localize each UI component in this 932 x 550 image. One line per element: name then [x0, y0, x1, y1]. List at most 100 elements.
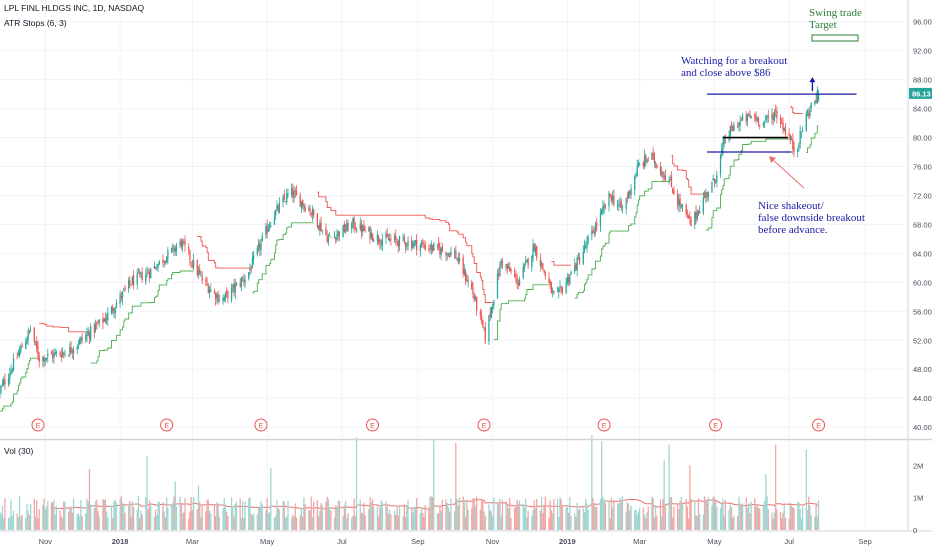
candle-body	[112, 307, 114, 312]
volume-bar	[805, 449, 807, 530]
volume-bar	[806, 510, 809, 530]
candle-body	[619, 201, 621, 204]
volume-bar	[226, 511, 228, 530]
earnings-marker-label: E	[482, 423, 487, 430]
candle-body	[738, 123, 740, 126]
candle-body	[703, 195, 706, 198]
candle-body	[646, 159, 648, 163]
candle-body	[776, 110, 778, 118]
candle-body	[788, 133, 790, 136]
candle-body	[610, 195, 613, 202]
candle-body	[136, 273, 138, 285]
candle-body	[506, 264, 508, 269]
volume-bar	[119, 499, 121, 530]
volume-bar	[647, 506, 649, 530]
volume-bar	[472, 498, 474, 530]
candle-body	[16, 356, 18, 358]
candle-body	[773, 112, 776, 121]
volume-bar	[661, 516, 663, 530]
atr-stops-line	[0, 106, 819, 412]
last-price-tag	[909, 87, 932, 99]
volume-bar	[570, 515, 572, 530]
atr-stop-segment	[197, 236, 252, 269]
volume-bar	[223, 498, 225, 530]
candle-body	[294, 190, 296, 193]
volume-bar	[772, 518, 774, 530]
candle-body	[140, 271, 142, 275]
candle-body	[321, 229, 323, 231]
candle-body	[107, 312, 109, 321]
candle-body	[765, 115, 767, 121]
candle-body	[549, 280, 551, 284]
volume-bar	[346, 518, 348, 530]
candle-body	[189, 250, 191, 261]
candle-body	[712, 178, 714, 181]
volume-bar	[60, 515, 62, 530]
volume-bar	[808, 496, 810, 530]
candle-body	[359, 223, 361, 229]
volume-bar	[7, 517, 10, 530]
volume-bar	[158, 501, 160, 530]
candle-body	[302, 200, 304, 206]
candle-body	[771, 113, 773, 119]
volume-bar	[689, 465, 691, 530]
volume-bar	[746, 507, 749, 530]
volume-bar	[603, 499, 605, 530]
candle-body	[533, 243, 535, 252]
candle-body	[386, 232, 388, 238]
volume-bar	[722, 498, 724, 530]
volume-tick-label: 0	[913, 526, 917, 535]
volume-bar	[635, 509, 637, 530]
volume-bar	[284, 517, 287, 530]
volume-bar	[336, 506, 338, 530]
candle-body	[265, 226, 267, 236]
volume-bar	[283, 501, 285, 530]
volume-bar	[523, 507, 526, 530]
volume-bar	[610, 497, 613, 530]
candle-body	[643, 155, 646, 167]
volume-bar	[707, 496, 709, 530]
candle-body	[453, 251, 456, 254]
candle-body	[390, 238, 392, 240]
candle-body	[457, 258, 459, 263]
volume-bar	[578, 508, 581, 530]
candle-body	[240, 278, 243, 288]
volume-bar	[190, 497, 192, 530]
volume-bar	[663, 460, 665, 530]
volume-bar	[52, 502, 54, 530]
volume-bar	[491, 516, 494, 530]
candle-body	[801, 130, 804, 132]
candle-body	[44, 359, 46, 361]
volume-bar	[654, 504, 657, 530]
candle-body	[550, 282, 553, 294]
volume-bar	[1, 505, 4, 530]
volume-bar	[810, 514, 812, 530]
candle-body	[534, 247, 537, 254]
candle-body	[636, 166, 638, 177]
volume-bar	[302, 516, 304, 530]
candle-body	[72, 349, 75, 354]
volume-bar	[551, 513, 554, 530]
breakout-annotation-line-1: Watching for a breakout	[681, 55, 788, 67]
volume-bar	[114, 499, 116, 530]
shakeout-arrow-head	[769, 156, 776, 163]
candle-body	[276, 205, 278, 209]
candle-body	[471, 282, 473, 289]
candle-body	[183, 241, 185, 243]
candle-body	[123, 289, 125, 291]
volume-bar	[574, 513, 576, 530]
candle-body	[566, 277, 568, 283]
candle-body	[353, 218, 355, 229]
candle-body	[115, 303, 118, 308]
volume-bar	[608, 500, 610, 530]
price-tick-label: 72.00	[913, 191, 932, 200]
volume-bar	[18, 496, 21, 530]
candle-body	[377, 236, 380, 242]
candle-body	[132, 275, 135, 286]
volume-bar	[352, 515, 354, 530]
volume-bar	[790, 505, 793, 530]
time-tick-label: May	[260, 537, 274, 546]
candle-body	[455, 250, 457, 259]
volume-bar	[257, 506, 260, 530]
